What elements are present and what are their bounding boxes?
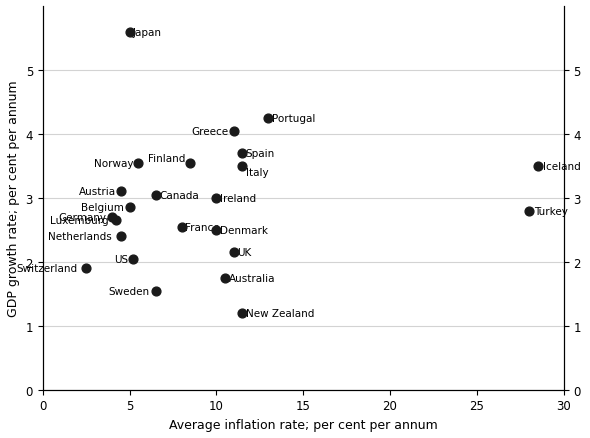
- Point: [238, 310, 247, 317]
- Point: [81, 265, 91, 272]
- Point: [116, 233, 126, 240]
- Point: [151, 287, 160, 294]
- Text: Italy: Italy: [246, 168, 268, 178]
- Text: Finland: Finland: [148, 153, 185, 163]
- Text: Greece: Greece: [191, 127, 228, 136]
- Point: [177, 224, 186, 231]
- Text: Belgium: Belgium: [81, 203, 123, 213]
- Point: [128, 255, 137, 262]
- Point: [212, 195, 221, 202]
- X-axis label: Average inflation rate; per cent per annum: Average inflation rate; per cent per ann…: [169, 418, 438, 431]
- Point: [238, 163, 247, 170]
- Text: Ireland: Ireland: [220, 194, 256, 203]
- Text: Iceland: Iceland: [543, 162, 581, 172]
- Y-axis label: GDP growth rate; per cent per annum: GDP growth rate; per cent per annum: [7, 80, 20, 316]
- Point: [220, 275, 230, 282]
- Point: [107, 214, 117, 221]
- Text: Switzerland: Switzerland: [17, 264, 77, 274]
- Text: Japan: Japan: [132, 28, 161, 37]
- Text: Sweden: Sweden: [109, 286, 149, 296]
- Point: [264, 115, 273, 122]
- Point: [133, 160, 143, 167]
- Text: New Zealand: New Zealand: [246, 308, 314, 318]
- Point: [533, 163, 542, 170]
- Point: [229, 249, 238, 256]
- Text: Norway: Norway: [93, 158, 133, 168]
- Text: Portugal: Portugal: [272, 113, 315, 124]
- Point: [125, 29, 135, 36]
- Text: UK: UK: [237, 247, 251, 258]
- Point: [125, 205, 135, 212]
- Text: Austria: Austria: [78, 187, 116, 197]
- Text: Netherlands: Netherlands: [48, 232, 112, 242]
- Text: Luxemburg: Luxemburg: [50, 216, 109, 226]
- Text: US: US: [114, 254, 128, 264]
- Point: [111, 217, 120, 224]
- Text: Australia: Australia: [228, 273, 275, 283]
- Point: [151, 192, 160, 199]
- Text: Denmark: Denmark: [220, 225, 268, 235]
- Text: Spain: Spain: [246, 149, 275, 159]
- Point: [186, 160, 195, 167]
- Text: Turkey: Turkey: [534, 206, 568, 216]
- Point: [238, 150, 247, 157]
- Text: France: France: [185, 222, 219, 232]
- Point: [229, 128, 238, 135]
- Text: Germany: Germany: [58, 212, 106, 223]
- Text: Canada: Canada: [159, 190, 199, 200]
- Point: [524, 208, 533, 215]
- Point: [116, 188, 126, 195]
- Point: [212, 227, 221, 234]
